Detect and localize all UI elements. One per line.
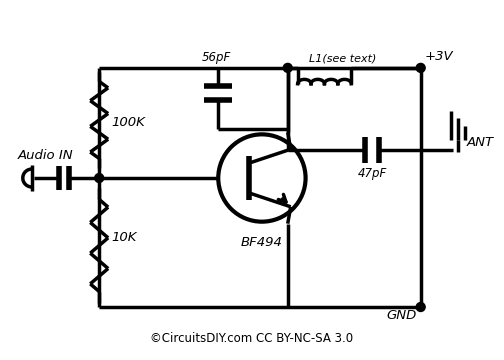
Circle shape (416, 302, 425, 311)
Text: 56pF: 56pF (202, 51, 231, 64)
Text: BF494: BF494 (241, 235, 283, 248)
Circle shape (416, 63, 425, 72)
Circle shape (283, 63, 292, 72)
Text: ©CircuitsDIY.com CC BY-NC-SA 3.0: ©CircuitsDIY.com CC BY-NC-SA 3.0 (150, 332, 354, 345)
Text: ANT: ANT (466, 136, 493, 149)
Text: Audio IN: Audio IN (18, 149, 74, 162)
Text: 10K: 10K (111, 231, 137, 244)
Circle shape (95, 174, 104, 183)
Text: +3V: +3V (425, 50, 453, 63)
Text: 100K: 100K (111, 116, 145, 130)
Text: GND: GND (387, 309, 417, 322)
Text: 47pF: 47pF (357, 167, 387, 180)
Text: L1(see text): L1(see text) (308, 54, 376, 64)
